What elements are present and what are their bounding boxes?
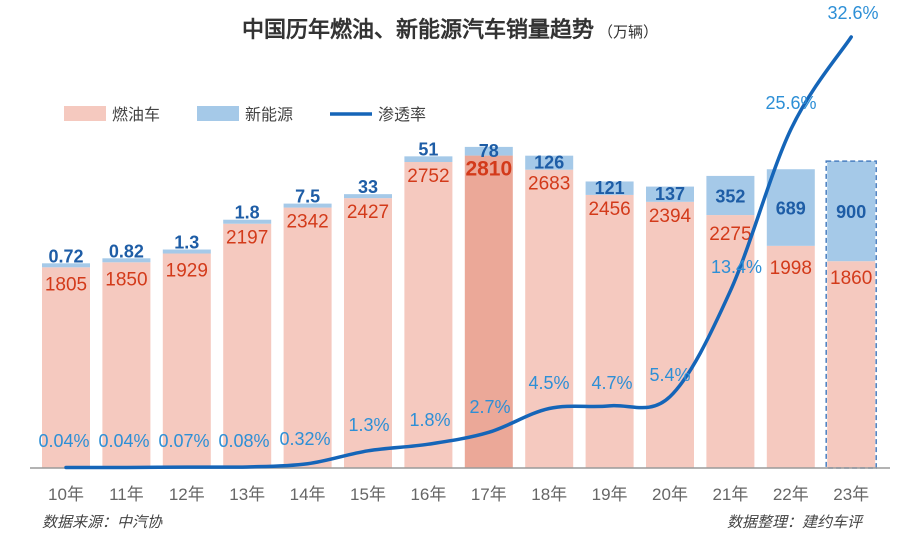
fuel-bar	[646, 201, 694, 469]
nev-bar	[525, 155, 574, 170]
data-source-label: 数据来源：中汽协	[42, 513, 163, 531]
nev-bar	[102, 258, 151, 263]
fuel-value-label: 2342	[286, 212, 328, 233]
nev-bar	[766, 169, 815, 246]
x-tick-label: 15年	[350, 485, 386, 504]
legend-rate-label: 渗透率	[378, 106, 426, 124]
fuel-bar	[344, 198, 392, 468]
nev-value-label: 689	[776, 199, 806, 219]
nev-value-label: 51	[418, 139, 438, 159]
rate-value-label: 2.7%	[469, 397, 510, 417]
rate-value-label: 32.6%	[827, 3, 878, 23]
nev-value-label: 78	[479, 141, 499, 161]
nev-value-label: 352	[715, 186, 745, 206]
rate-value-label: 0.04%	[38, 431, 89, 451]
rate-value-label: 0.32%	[279, 429, 330, 449]
nev-value-label: 1.8	[235, 203, 260, 223]
nev-value-label: 7.5	[295, 187, 320, 207]
nev-bar	[646, 186, 694, 202]
estimate-outline	[825, 160, 877, 469]
rate-value-label: 0.08%	[218, 431, 269, 451]
fuel-value-label: 1850	[105, 269, 147, 290]
x-tick-label: 10年	[48, 485, 84, 504]
nev-value-label: 126	[534, 153, 564, 173]
fuel-value-label: 1860	[830, 268, 872, 289]
nev-bar	[706, 175, 755, 216]
fuel-value-label: 2683	[528, 174, 570, 195]
nev-bar	[162, 249, 211, 254]
rate-value-label: 1.8%	[409, 410, 450, 430]
penetration-rate-line	[64, 35, 853, 470]
fuel-bar	[162, 253, 211, 468]
fuel-bar	[42, 267, 90, 468]
rate-value-label: 0.04%	[98, 431, 149, 451]
nev-value-label: 0.82	[109, 241, 144, 261]
rate-value-label: 4.7%	[591, 373, 632, 393]
nev-bar	[42, 263, 90, 268]
nev-bar	[223, 219, 272, 224]
x-tick-label: 13年	[229, 485, 265, 504]
fuel-bar	[283, 207, 332, 468]
data-compiler-label: 数据整理：建约车评	[726, 513, 862, 531]
x-tick-label: 22年	[773, 485, 809, 504]
legend-fuel-label: 燃油车	[112, 106, 160, 124]
rate-value-label: 25.6%	[765, 93, 816, 113]
nev-bar	[827, 161, 876, 262]
rate-value-label: 4.5%	[528, 373, 569, 393]
fuel-value-label: 2197	[226, 228, 268, 249]
fuel-value-label: 2394	[649, 206, 692, 227]
rate-value-label: 5.4%	[649, 365, 690, 385]
nev-bar	[344, 194, 392, 199]
fuel-value-label: 1929	[166, 261, 208, 282]
fuel-bar	[464, 155, 513, 468]
nev-value-label: 121	[595, 178, 625, 198]
rate-value-label: 1.3%	[348, 415, 389, 435]
x-tick-label: 14年	[290, 485, 326, 504]
x-tick-label: 18年	[531, 485, 567, 504]
nev-value-label: 0.72	[48, 246, 83, 266]
nev-value-label: 900	[836, 202, 866, 222]
chart-title: 中国历年燃油、新能源汽车销量趋势 （万辆）	[242, 17, 658, 42]
fuel-bar	[102, 262, 151, 468]
x-tick-label: 19年	[592, 485, 628, 504]
fuel-bar	[827, 261, 876, 468]
rate-value-label: 0.07%	[158, 431, 209, 451]
fuel-bar	[706, 215, 755, 468]
fuel-value-label: 2275	[709, 224, 751, 245]
fuel-value-label: 2810	[465, 158, 512, 181]
x-tick-label: 23年	[833, 485, 869, 504]
fuel-bar	[223, 223, 272, 468]
x-tick-label: 20年	[652, 485, 688, 504]
fuel-value-label: 2427	[347, 202, 389, 223]
legend-nev-label: 新能源	[245, 106, 293, 124]
fuel-bar	[525, 169, 574, 469]
x-tick-label: 12年	[169, 485, 205, 504]
fuel-value-label: 1998	[770, 258, 812, 279]
fuel-value-label: 1805	[45, 274, 87, 295]
nev-bar	[585, 181, 634, 195]
x-tick-label: 11年	[109, 485, 144, 504]
nev-value-label: 1.3	[174, 233, 199, 253]
nev-bar	[464, 146, 513, 156]
x-tick-label: 21年	[712, 485, 748, 504]
fuel-bar	[766, 245, 815, 468]
nev-value-label: 137	[655, 184, 685, 204]
chart-subtitle: （万辆）	[598, 24, 658, 41]
fuel-bar	[585, 194, 634, 469]
x-tick-label: 17年	[471, 485, 507, 504]
fuel-value-label: 2752	[407, 166, 449, 187]
nev-value-label: 33	[358, 177, 378, 197]
fuel-bar	[404, 162, 453, 469]
x-tick-label: 16年	[410, 485, 446, 504]
legend-nev-swatch	[197, 106, 239, 121]
legend-fuel-swatch	[64, 106, 106, 121]
nev-bar	[283, 203, 332, 208]
nev-bar	[404, 156, 453, 163]
fuel-value-label: 2456	[588, 199, 630, 220]
rate-value-label: 13.4%	[711, 257, 762, 277]
